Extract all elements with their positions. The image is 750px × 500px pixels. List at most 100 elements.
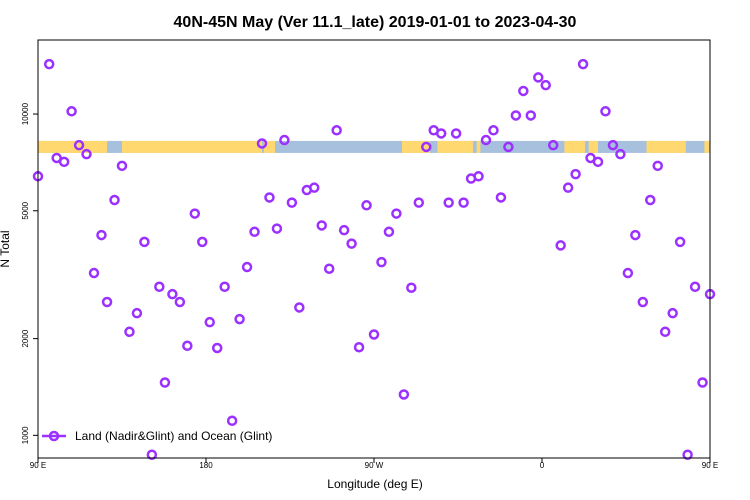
data-point [204,316,215,328]
data-point [182,340,193,352]
data-point [109,194,120,206]
map-band [38,140,710,153]
data-point [226,415,238,427]
data-point [256,138,268,149]
x-axis: 90 E 180 90 W 0 90 E [30,458,718,470]
legend-label: Land (Nadir&Glint) and Ocean (Glint) [75,429,272,443]
land-segment [38,140,108,153]
x-tick-label: 180 [199,461,213,470]
data-point [249,226,260,238]
data-point [197,236,208,248]
data-point [88,267,100,279]
data-point [383,226,395,238]
data-point [376,256,387,268]
data-point [652,160,663,172]
land-segment [476,140,481,153]
y-tick-label: 1000 [21,426,30,444]
data-point [525,110,537,121]
data-point [570,168,581,180]
x-axis-label: Longitude (deg E) [327,477,422,491]
data-point [323,263,335,274]
data-point [622,267,634,279]
data-point [66,106,77,117]
data-point [413,197,425,208]
data-point [159,377,171,388]
x-tick-label: 90 E [702,461,718,470]
data-point [398,389,410,400]
y-tick-label: 2000 [21,329,30,347]
x-tick-label: 90 W [365,461,384,470]
data-point [473,171,484,182]
data-point [674,236,686,248]
data-point [503,141,514,153]
y-axis: 1000 2000 5000 10000 [21,102,38,444]
data-point [294,302,305,313]
data-point [116,160,128,172]
data-point [645,194,656,206]
data-point [353,341,365,353]
land-segment [588,140,598,153]
land-segment [437,140,473,153]
data-point [167,288,178,300]
data-point [73,139,85,151]
data-point [600,106,611,117]
land-segment [564,140,585,153]
data-point [101,296,113,308]
data-point [81,148,92,160]
data-point [615,148,626,160]
data-point [682,449,693,461]
data-point [241,261,253,273]
data-point [316,220,327,231]
data-point [667,307,678,319]
data-point [368,329,380,340]
x-tick-label: 0 [540,461,545,470]
x-tick-label: 90 E [30,461,46,470]
data-point [510,110,522,121]
y-tick-label: 10000 [21,102,30,125]
land-segment [704,140,710,153]
data-point [659,326,671,338]
data-point [264,192,275,203]
data-point [174,296,186,308]
data-point [154,281,165,293]
data-point [480,134,492,146]
data-points [32,58,716,461]
data-point [139,236,150,248]
data-point [533,72,544,83]
data-point [219,281,230,293]
y-axis-label: N Total [0,230,12,267]
data-point [540,79,551,91]
data-point [211,342,223,354]
data-point [286,197,298,208]
data-point [689,281,701,293]
data-point [361,200,372,211]
data-point [189,208,201,219]
data-point [279,134,290,146]
data-point [495,192,507,203]
data-point [577,58,589,70]
data-point [146,449,158,461]
data-point [96,229,107,241]
data-point [421,141,432,153]
data-point [234,313,245,325]
legend: Land (Nadir&Glint) and Ocean (Glint) [42,429,272,443]
data-point [338,224,350,236]
data-point [450,128,462,139]
land-segment [646,140,686,153]
legend-circle-marker [48,430,60,442]
data-point [58,156,70,168]
data-point [518,85,529,97]
data-point [547,139,559,151]
data-point [131,307,143,319]
data-point [309,182,320,193]
land-segment [122,140,262,153]
chart-title: 40N-45N May (Ver 11.1_late) 2019-01-01 t… [174,14,577,31]
data-point [592,156,604,168]
data-point [331,125,342,136]
data-point [637,296,649,308]
data-point [458,197,469,208]
data-point [607,139,619,151]
land-segment [263,140,276,153]
data-point [406,282,417,293]
